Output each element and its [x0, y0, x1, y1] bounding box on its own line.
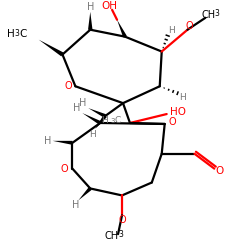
Text: H: H: [79, 98, 86, 108]
Text: O: O: [169, 117, 176, 127]
Text: C: C: [114, 116, 120, 126]
Polygon shape: [88, 12, 92, 30]
Text: 3: 3: [118, 230, 123, 239]
Text: H: H: [7, 29, 15, 39]
Text: C: C: [20, 29, 27, 39]
Text: 3: 3: [110, 118, 114, 124]
Text: H: H: [168, 26, 175, 35]
Polygon shape: [78, 187, 92, 200]
Text: H: H: [72, 200, 79, 210]
Text: 3: 3: [214, 9, 219, 18]
Text: CH: CH: [202, 10, 215, 20]
Text: H: H: [89, 130, 96, 140]
Polygon shape: [82, 113, 101, 125]
Text: OH: OH: [101, 1, 117, 11]
Polygon shape: [88, 108, 106, 118]
Text: 3: 3: [15, 29, 20, 38]
Text: H: H: [179, 93, 186, 102]
Text: HO: HO: [170, 107, 186, 117]
Text: H: H: [73, 103, 80, 113]
Text: H: H: [86, 2, 94, 12]
Text: O: O: [61, 164, 68, 174]
Text: O: O: [65, 81, 72, 91]
Text: O: O: [118, 215, 126, 225]
Polygon shape: [95, 115, 107, 129]
Text: CH: CH: [104, 231, 118, 241]
Text: O: O: [215, 166, 224, 175]
Text: O: O: [186, 21, 193, 31]
Polygon shape: [39, 40, 64, 56]
Text: H: H: [102, 116, 108, 126]
Polygon shape: [117, 20, 127, 38]
Polygon shape: [52, 141, 72, 145]
Text: H: H: [44, 136, 51, 146]
